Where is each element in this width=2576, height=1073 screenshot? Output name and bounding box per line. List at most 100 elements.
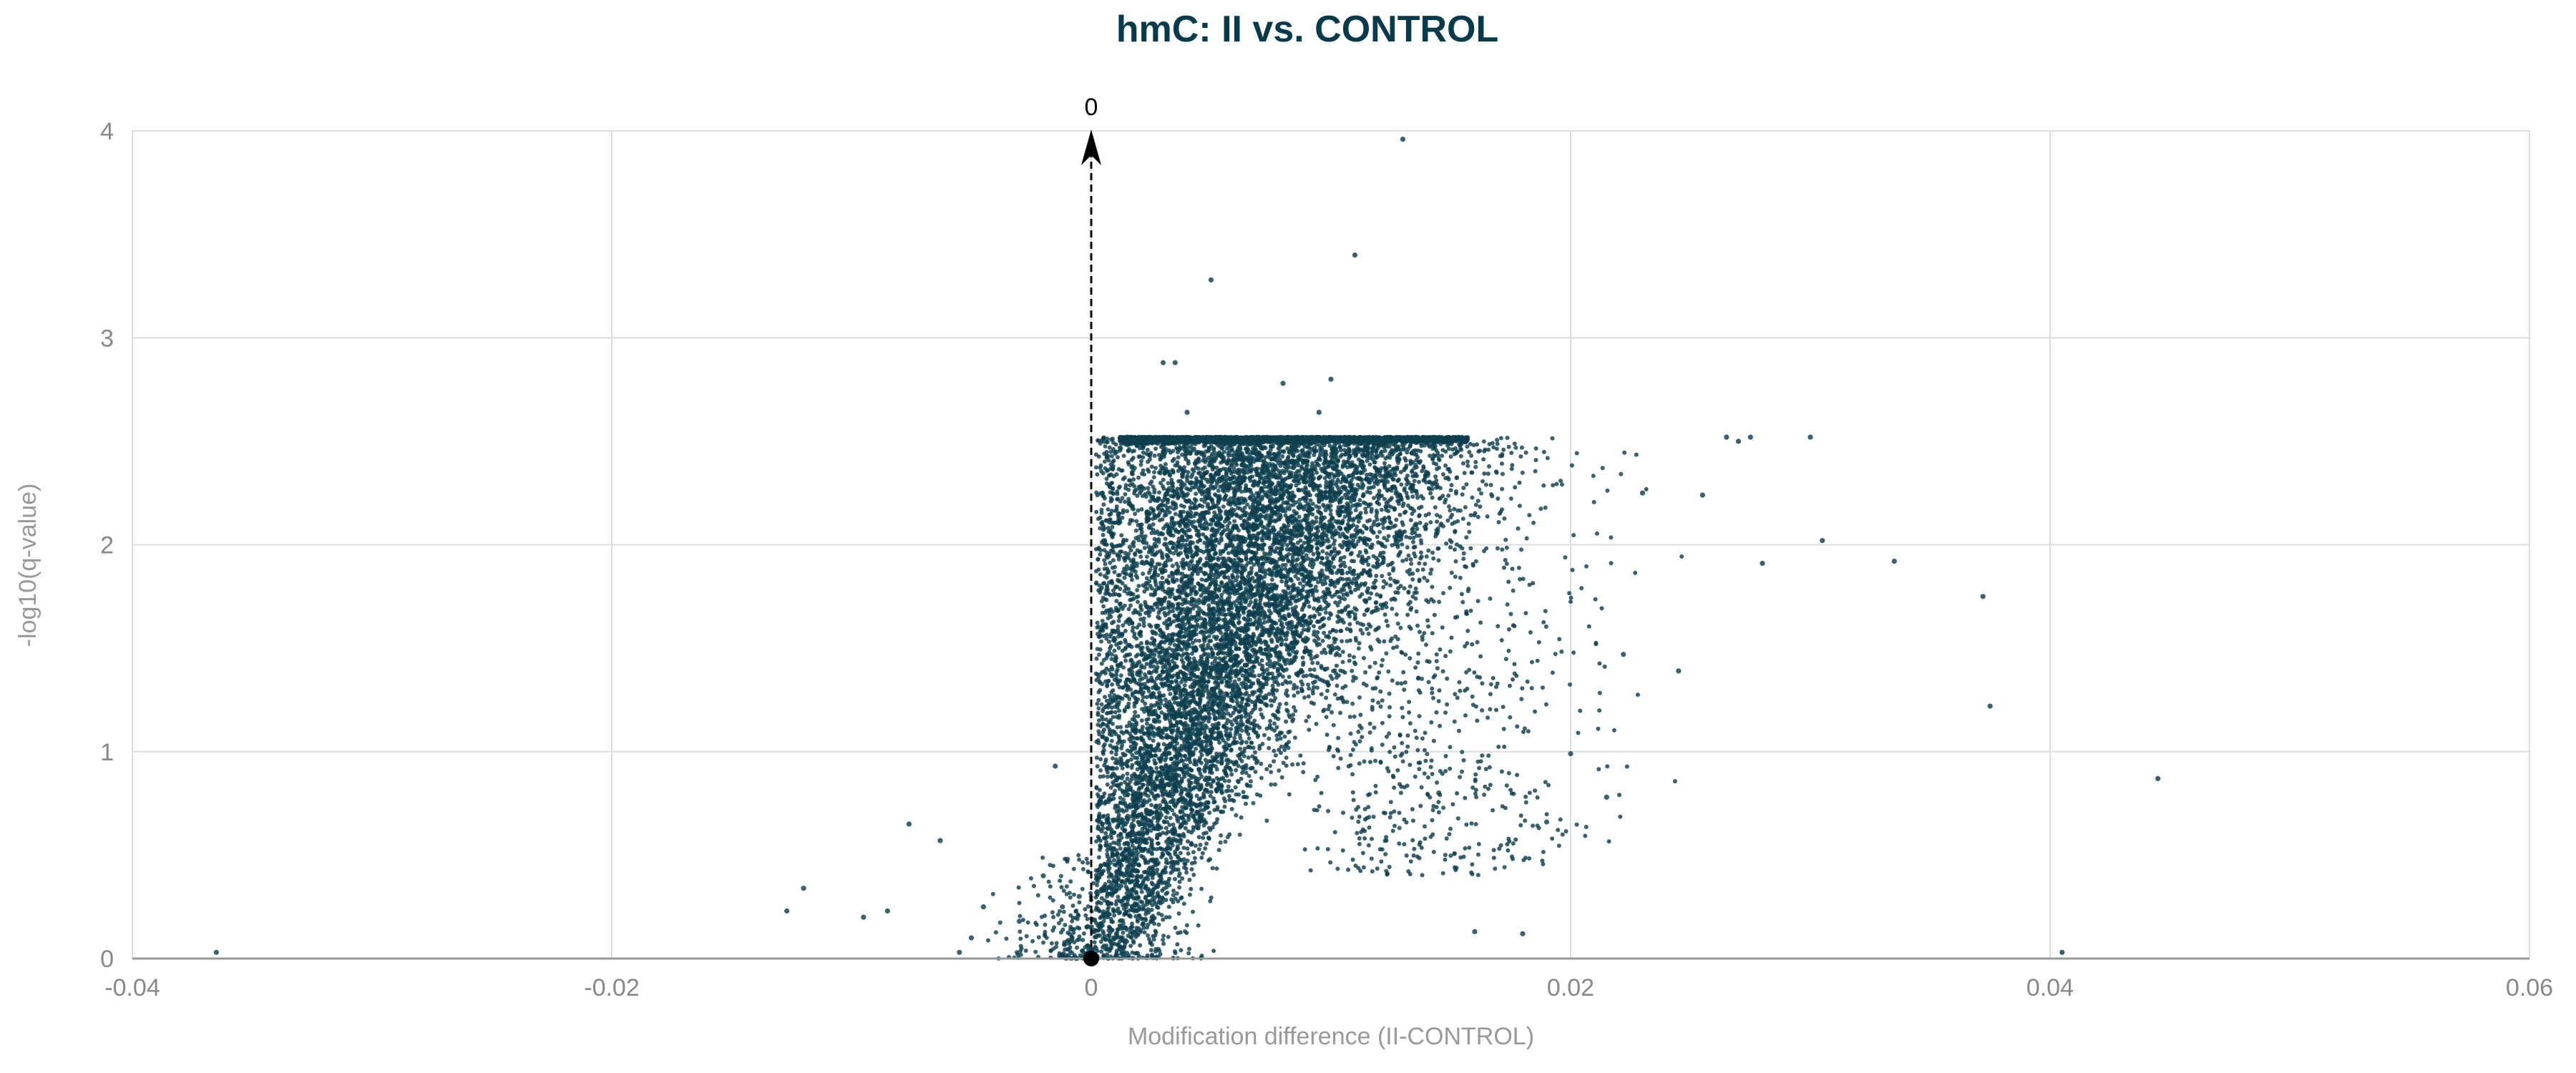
data-point [1208,793,1213,798]
data-point [1273,782,1277,787]
data-point [1533,446,1538,451]
data-point [1228,578,1232,583]
data-point [1141,572,1146,577]
data-point [1232,735,1237,740]
data-point [1394,517,1399,522]
data-point [1403,458,1408,463]
data-point [1320,624,1325,629]
data-point [1174,891,1179,896]
data-point [1134,636,1139,641]
data-point [1210,866,1215,871]
data-point [1192,856,1197,861]
data-point [1412,479,1417,484]
data-point [1127,478,1131,483]
data-point [1215,817,1220,822]
data-point [1136,475,1141,480]
data-point [1159,813,1164,818]
data-point [1156,922,1161,927]
data-point [1098,552,1103,557]
data-point [1283,567,1288,572]
data-point [1448,545,1453,550]
data-point [1239,741,1244,745]
data-point [1096,516,1101,521]
data-point [1306,682,1311,687]
data-point [1123,926,1128,930]
data-point [1223,655,1227,660]
data-point [1423,562,1428,567]
data-point [1180,534,1184,539]
data-point [1229,807,1234,811]
data-point [1104,698,1109,703]
chart-title: hmC: II vs. CONTROL [1116,9,1498,50]
data-point [1128,757,1133,762]
data-point [1295,690,1300,695]
data-point [1287,552,1291,557]
data-point [1267,763,1272,768]
data-point [1156,911,1161,916]
data-point [1096,722,1101,727]
data-point [1475,514,1480,519]
data-point [1154,775,1159,780]
data-point [1353,508,1358,513]
data-point [1192,762,1197,767]
data-point [1141,616,1146,621]
data-point [1149,881,1154,886]
data-point [1117,484,1122,489]
data-point [1324,695,1329,700]
data-point [1122,575,1127,580]
data-point [1134,891,1139,896]
data-point [1138,526,1143,531]
data-point [1216,715,1221,720]
data-point [1418,550,1423,555]
data-point [1133,710,1138,715]
data-point [1111,841,1116,845]
data-point [1142,472,1146,477]
data-point [1184,486,1189,491]
data-point [1094,785,1099,790]
data-point [1201,532,1206,537]
data-point [1106,507,1111,512]
data-point [1127,697,1132,701]
data-point [1126,607,1131,612]
data-point [1413,544,1418,549]
data-point [1333,528,1338,533]
data-point [1104,575,1109,580]
data-point [1234,501,1239,506]
data-point [1274,559,1279,564]
data-point [1190,554,1194,559]
data-point [1101,581,1106,586]
data-point [1196,835,1201,840]
data-point [1115,725,1120,730]
data-point [1279,579,1284,584]
data-point [1193,638,1198,643]
data-point [1181,504,1186,509]
data-point [1363,506,1368,511]
data-point [1189,886,1194,891]
data-point [1290,542,1295,547]
data-point [1141,623,1146,628]
data-point [1545,456,1550,461]
data-point [1218,840,1223,845]
data-point [1142,930,1147,935]
data-point [1337,550,1342,555]
data-point [1277,705,1281,710]
data-point [1099,896,1104,901]
data-point [1116,618,1121,623]
data-point [1103,695,1107,700]
data-point [1092,940,1097,945]
data-point [1475,442,1480,447]
data-point [1111,558,1116,563]
data-point [1132,714,1137,719]
data-point [1256,458,1261,463]
data-point [1279,642,1284,647]
data-point [1154,765,1159,770]
data-point [1104,738,1109,743]
data-point [1258,707,1263,712]
data-point [1128,944,1133,949]
data-point [1226,793,1231,798]
data-point [1105,682,1110,687]
data-point [1183,825,1188,831]
data-point [1168,815,1173,820]
data-point [1447,504,1451,509]
data-point [1226,778,1231,783]
